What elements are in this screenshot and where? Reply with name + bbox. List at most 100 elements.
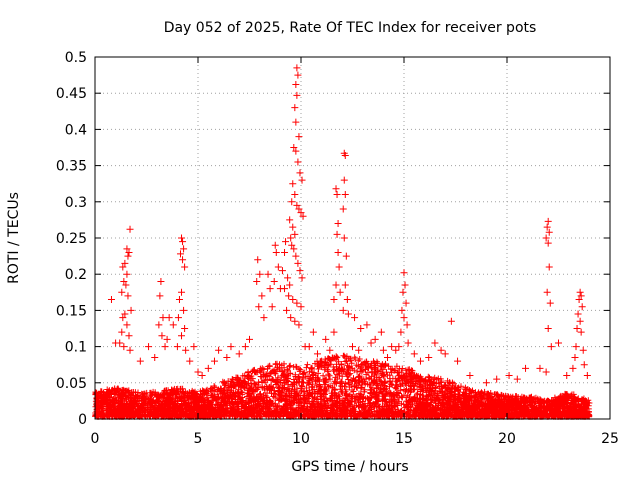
- data-point: [351, 314, 359, 322]
- data-point: [186, 357, 194, 365]
- data-point: [505, 372, 513, 380]
- data-point: [255, 303, 263, 311]
- data-point: [371, 335, 379, 343]
- data-point: [563, 372, 571, 380]
- data-point: [293, 299, 301, 307]
- data-point: [178, 288, 186, 296]
- data-point: [293, 201, 301, 209]
- x-tick-label: 0: [91, 431, 100, 447]
- data-point: [555, 339, 562, 347]
- data-point: [297, 303, 305, 311]
- data-point: [578, 303, 586, 311]
- data-point: [266, 285, 274, 293]
- data-point: [281, 248, 289, 256]
- data-point: [291, 104, 299, 112]
- x-tick-label: 20: [498, 431, 516, 447]
- data-point: [357, 325, 365, 332]
- data-point: [493, 375, 501, 383]
- data-point: [309, 328, 317, 336]
- data-point: [155, 321, 163, 329]
- data-point: [544, 239, 552, 247]
- data-point: [246, 335, 253, 343]
- data-point: [290, 245, 298, 253]
- data-point: [294, 158, 302, 166]
- x-tick-label: 10: [292, 431, 310, 447]
- data-point: [118, 328, 126, 336]
- data-point: [165, 314, 173, 322]
- data-point: [292, 81, 300, 89]
- data-point: [522, 364, 530, 372]
- data-point: [398, 306, 406, 314]
- data-point: [297, 209, 305, 217]
- y-tick-label: 0.45: [56, 86, 87, 102]
- x-tick-label: 5: [194, 431, 203, 447]
- data-point: [336, 288, 344, 296]
- data-point: [343, 296, 351, 304]
- data-point: [410, 350, 418, 358]
- data-point: [121, 259, 129, 267]
- data-point: [291, 317, 299, 325]
- data-point: [268, 303, 276, 311]
- data-point: [173, 343, 181, 351]
- data-point: [318, 357, 326, 365]
- data-point: [112, 339, 120, 347]
- data-point: [286, 216, 294, 224]
- data-point: [123, 321, 131, 329]
- data-point: [576, 288, 584, 296]
- y-tick-label: 0.3: [65, 195, 87, 211]
- y-tick-label: 0.05: [56, 376, 87, 392]
- data-point: [291, 230, 299, 238]
- data-point: [575, 296, 583, 304]
- data-point: [295, 133, 303, 141]
- data-point: [339, 306, 347, 314]
- data-point: [333, 191, 341, 199]
- data-point: [330, 328, 338, 336]
- data-point: [264, 270, 272, 278]
- data-point: [158, 332, 166, 340]
- data-point: [126, 346, 134, 354]
- data-point: [292, 252, 300, 260]
- data-point: [120, 343, 128, 351]
- data-point: [454, 357, 462, 365]
- data-point: [215, 346, 223, 354]
- data-point: [425, 353, 433, 361]
- data-point: [272, 248, 280, 256]
- chart-title: Day 052 of 2025, Rate Of TEC Index for r…: [164, 20, 537, 36]
- y-tick-label: 0: [78, 412, 87, 428]
- data-point: [392, 346, 400, 354]
- y-axis-label: ROTI / TECUs: [6, 192, 22, 284]
- data-point: [298, 176, 306, 184]
- y-tick-label: 0.15: [56, 303, 87, 319]
- data-point: [198, 372, 206, 380]
- data-point: [404, 339, 412, 347]
- data-point: [341, 281, 349, 289]
- data-point: [295, 205, 303, 213]
- data-point: [296, 169, 304, 177]
- data-point: [379, 346, 387, 354]
- data-point: [194, 368, 202, 376]
- data-point: [157, 277, 165, 285]
- data-point: [543, 288, 551, 296]
- data-point: [235, 350, 243, 358]
- data-point: [342, 252, 350, 260]
- data-point: [123, 245, 131, 253]
- data-point: [299, 212, 307, 220]
- data-point: [125, 248, 133, 256]
- data-point: [545, 228, 553, 236]
- data-point: [136, 357, 144, 365]
- data-point: [127, 306, 135, 314]
- data-point: [542, 234, 550, 242]
- data-point: [397, 328, 405, 336]
- data-point: [349, 343, 356, 351]
- data-point: [271, 241, 279, 249]
- data-point: [482, 379, 490, 387]
- data-point: [416, 357, 424, 365]
- data-point: [107, 296, 115, 304]
- x-axis-label: GPS time / hours: [291, 459, 408, 475]
- data-point: [388, 343, 396, 351]
- data-point: [181, 325, 189, 332]
- data-point: [403, 321, 411, 329]
- data-point: [241, 343, 249, 351]
- data-point: [402, 299, 410, 307]
- data-point: [580, 361, 588, 369]
